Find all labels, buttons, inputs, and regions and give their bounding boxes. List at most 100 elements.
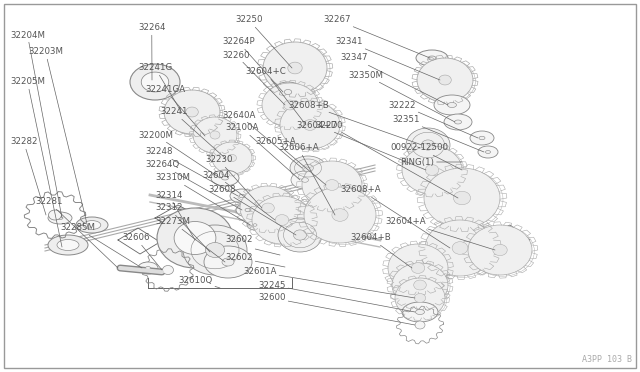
Text: A3PP 103 B: A3PP 103 B [582, 355, 632, 364]
Text: 32604+D: 32604+D [296, 121, 426, 170]
Text: 32205M: 32205M [10, 77, 62, 247]
Text: 00922-12500: 00922-12500 [390, 144, 462, 170]
Text: 32351: 32351 [392, 115, 484, 152]
Text: 32312: 32312 [155, 203, 210, 252]
Ellipse shape [417, 58, 473, 102]
Ellipse shape [284, 100, 296, 110]
Ellipse shape [402, 302, 438, 322]
Ellipse shape [211, 170, 239, 186]
Ellipse shape [164, 90, 220, 134]
Ellipse shape [130, 64, 180, 100]
Ellipse shape [302, 161, 362, 209]
Text: 32310M: 32310M [155, 173, 250, 225]
Ellipse shape [468, 225, 532, 275]
Text: RING(1): RING(1) [400, 157, 462, 167]
Text: 32608+B: 32608+B [288, 100, 422, 145]
Text: 32606+A: 32606+A [278, 144, 335, 215]
Ellipse shape [486, 151, 490, 154]
Ellipse shape [479, 136, 485, 140]
Ellipse shape [239, 194, 245, 198]
Ellipse shape [447, 103, 456, 108]
Ellipse shape [57, 217, 63, 219]
Ellipse shape [304, 187, 376, 243]
Ellipse shape [395, 278, 445, 318]
Ellipse shape [470, 131, 494, 145]
Ellipse shape [402, 146, 462, 194]
Text: 32248: 32248 [145, 148, 238, 196]
Ellipse shape [412, 263, 425, 273]
Ellipse shape [275, 215, 289, 225]
Ellipse shape [204, 246, 252, 278]
Ellipse shape [236, 203, 260, 217]
Text: 32605+A: 32605+A [255, 138, 326, 185]
Ellipse shape [415, 310, 424, 314]
Text: 32314: 32314 [155, 190, 195, 240]
Text: 32604: 32604 [202, 170, 275, 220]
Text: 32606: 32606 [122, 234, 162, 270]
Ellipse shape [332, 209, 348, 221]
Ellipse shape [230, 189, 254, 203]
Ellipse shape [444, 114, 472, 130]
Ellipse shape [49, 210, 61, 220]
Text: 32241GA: 32241GA [145, 86, 205, 136]
Ellipse shape [293, 230, 307, 240]
Text: 32341: 32341 [335, 38, 440, 80]
Ellipse shape [415, 321, 425, 329]
Ellipse shape [83, 221, 101, 230]
Ellipse shape [48, 235, 88, 255]
Ellipse shape [212, 142, 252, 174]
Text: 32281: 32281 [35, 198, 118, 268]
Ellipse shape [288, 62, 302, 74]
Ellipse shape [57, 240, 79, 250]
Ellipse shape [48, 212, 72, 224]
Ellipse shape [325, 180, 339, 190]
Text: 32347: 32347 [340, 54, 448, 105]
Ellipse shape [193, 117, 237, 153]
Ellipse shape [263, 42, 327, 94]
Ellipse shape [138, 262, 158, 274]
Text: 32250: 32250 [235, 16, 292, 68]
Ellipse shape [186, 107, 198, 117]
Ellipse shape [222, 258, 234, 266]
Ellipse shape [290, 156, 326, 180]
Ellipse shape [303, 164, 314, 171]
Text: 32241G: 32241G [138, 64, 182, 113]
Ellipse shape [163, 266, 173, 275]
Text: 32270: 32270 [315, 121, 458, 198]
Ellipse shape [247, 220, 263, 230]
Ellipse shape [227, 154, 237, 161]
Text: 32260: 32260 [222, 51, 285, 105]
Text: 32222: 32222 [388, 100, 478, 138]
Ellipse shape [392, 263, 448, 307]
Text: 32264: 32264 [138, 23, 166, 80]
Text: 32604+A: 32604+A [385, 218, 495, 250]
Ellipse shape [245, 208, 251, 212]
Text: 32608: 32608 [208, 186, 296, 235]
Ellipse shape [303, 120, 317, 131]
Text: 32601A: 32601A [243, 267, 415, 298]
Text: 32264Q: 32264Q [145, 160, 242, 210]
Text: 32200M: 32200M [138, 131, 220, 178]
Text: 32610Q: 32610Q [178, 276, 220, 288]
Ellipse shape [413, 280, 426, 290]
Text: 32241: 32241 [160, 108, 225, 158]
Ellipse shape [280, 101, 340, 149]
Ellipse shape [452, 242, 468, 254]
Text: 32350M: 32350M [348, 71, 455, 122]
Ellipse shape [205, 243, 225, 257]
Text: 32604+C: 32604+C [245, 67, 306, 125]
Text: 32203M: 32203M [28, 48, 88, 228]
Text: 32100A: 32100A [225, 124, 300, 180]
Text: 32230: 32230 [205, 155, 262, 208]
Ellipse shape [221, 176, 228, 180]
Ellipse shape [252, 196, 312, 244]
Ellipse shape [424, 168, 500, 228]
Ellipse shape [273, 82, 303, 102]
Text: 32267: 32267 [323, 16, 430, 58]
Ellipse shape [414, 294, 426, 302]
Ellipse shape [284, 90, 292, 94]
Ellipse shape [210, 131, 220, 139]
Ellipse shape [425, 164, 439, 176]
Ellipse shape [438, 75, 451, 85]
Ellipse shape [454, 191, 470, 205]
